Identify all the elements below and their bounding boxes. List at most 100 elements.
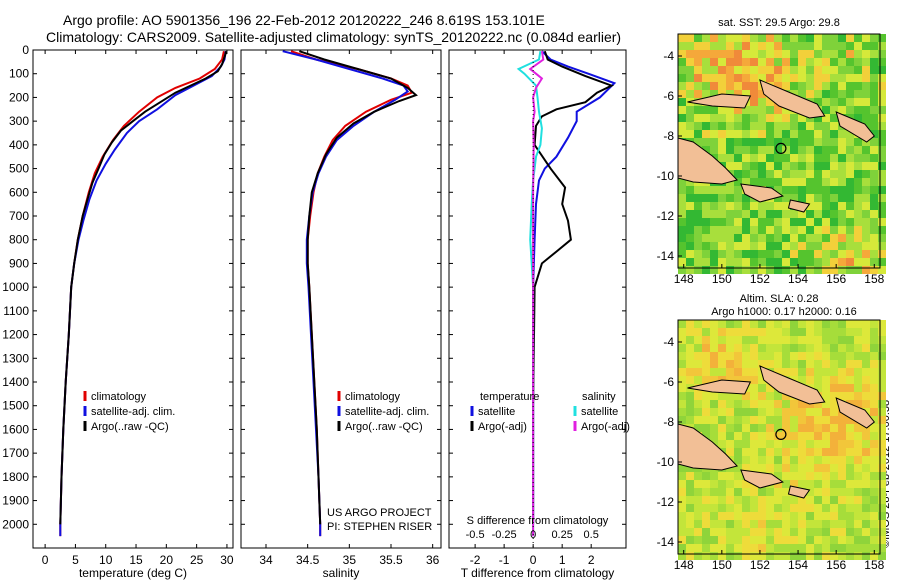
sla_map-land (687, 379, 752, 395)
sst_map-cell (870, 266, 878, 274)
difference-legend-t-label: satellite (478, 406, 515, 418)
sla_map-cell (710, 320, 718, 328)
sst_map-cell (774, 138, 782, 146)
temperature-xtick-label: 5 (72, 553, 79, 567)
sst_map-land (759, 79, 826, 119)
sst_map-cell (854, 170, 862, 178)
sst_map-cell (790, 178, 798, 186)
sla_map-cell (750, 464, 758, 472)
sla_map-cell (782, 336, 790, 344)
sst_map-cell (694, 66, 702, 74)
sst_map-cell (782, 210, 790, 218)
sst_map-cell (838, 106, 846, 114)
sla_map-cell (830, 472, 838, 480)
sla_map-cell (694, 352, 702, 360)
sla_map-cell (686, 528, 694, 536)
sst_map-cell (838, 186, 846, 194)
temperature-xtick-label: 30 (220, 553, 234, 567)
sla_map-cell (734, 520, 742, 528)
sst_map-cell (870, 234, 878, 242)
sst_map-cell (678, 106, 686, 114)
sla_map-cell (870, 320, 878, 328)
sst_map-cell (854, 234, 862, 242)
sst_map-cell (870, 146, 878, 154)
sla_map-cell (782, 440, 790, 448)
sla_map-cell (838, 352, 846, 360)
sst-map-title: sat. SST: 29.5 Argo: 29.8 (718, 17, 840, 29)
sst_map-ytick-label: -14 (657, 249, 675, 263)
sst_map-cell (750, 42, 758, 50)
sla_map-cell (782, 496, 790, 504)
difference-s-tick-label: 0 (530, 529, 536, 541)
sla_map-cell (830, 368, 838, 376)
sst_map-cell (710, 66, 718, 74)
sla_map-cell (782, 408, 790, 416)
sla_map-cell (806, 440, 814, 448)
sst_map-cell (870, 66, 878, 74)
sst_map-cell (806, 138, 814, 146)
depth-tick-label: 300 (9, 114, 29, 128)
sla_map-cell (846, 320, 854, 328)
sla_map-cell (878, 360, 886, 368)
sst_map-cell (822, 162, 830, 170)
sst_map-cell (878, 58, 886, 66)
sla_map-cell (742, 440, 750, 448)
sla_map-cell (846, 480, 854, 488)
sst_map-cell (766, 218, 774, 226)
sla_map-land (835, 397, 876, 429)
sla_map-cell (830, 448, 838, 456)
sst_map-cell (862, 154, 870, 162)
sst_map-cell (806, 210, 814, 218)
sst_map-cell (846, 242, 854, 250)
sla_map-cell (702, 400, 710, 408)
sla_map-cell (710, 504, 718, 512)
sla_map-cell (678, 392, 686, 400)
pi-label: PI: STEPHEN RISER (327, 521, 432, 533)
sla_map-cell (718, 408, 726, 416)
sst_map-xtick-label: 154 (788, 272, 808, 286)
sst_map-cell (750, 170, 758, 178)
sla_map-cell (830, 328, 838, 336)
sst_map-cell (678, 218, 686, 226)
sla_map-cell (686, 536, 694, 544)
sst_map-cell (782, 218, 790, 226)
sla_map-cell (750, 344, 758, 352)
sst_map-cell (718, 186, 726, 194)
sla_map-cell (694, 408, 702, 416)
sst_map-cell (830, 50, 838, 58)
sla_map-cell (718, 536, 726, 544)
sst_map-cell (878, 82, 886, 90)
sla_map-cell (750, 400, 758, 408)
sla_map-cell (870, 344, 878, 352)
sla_map-cell (702, 520, 710, 528)
sla_map-cell (798, 456, 806, 464)
sst_map-cell (822, 122, 830, 130)
sla_map-cell (790, 528, 798, 536)
sst_map-cell (830, 82, 838, 90)
sst_map-cell (822, 154, 830, 162)
sla_map-cell (750, 352, 758, 360)
sst_map-cell (806, 154, 814, 162)
sst_map-cell (702, 130, 710, 138)
sst_map-cell (830, 250, 838, 258)
sst_map-cell (870, 210, 878, 218)
sst_map-cell (718, 42, 726, 50)
sst_map-cell (806, 266, 814, 274)
sst_map-cell (686, 106, 694, 114)
sst_map-cell (830, 266, 838, 274)
sst_map-cell (790, 130, 798, 138)
sst_map-cell (710, 258, 718, 266)
sla_map-cell (686, 552, 694, 560)
sla_map-cell (758, 416, 766, 424)
sla_map-cell (726, 368, 734, 376)
sla_map-cell (870, 336, 878, 344)
sla_map-cell (846, 336, 854, 344)
sla_map-cell (878, 416, 886, 424)
sla_map-cell (734, 528, 742, 536)
sla_map-land (740, 469, 784, 489)
sst_map-cell (806, 74, 814, 82)
sst_map-land (835, 111, 876, 143)
sla_map-cell (766, 496, 774, 504)
sst_map-cell (846, 226, 854, 234)
sst_map-cell (734, 250, 742, 258)
